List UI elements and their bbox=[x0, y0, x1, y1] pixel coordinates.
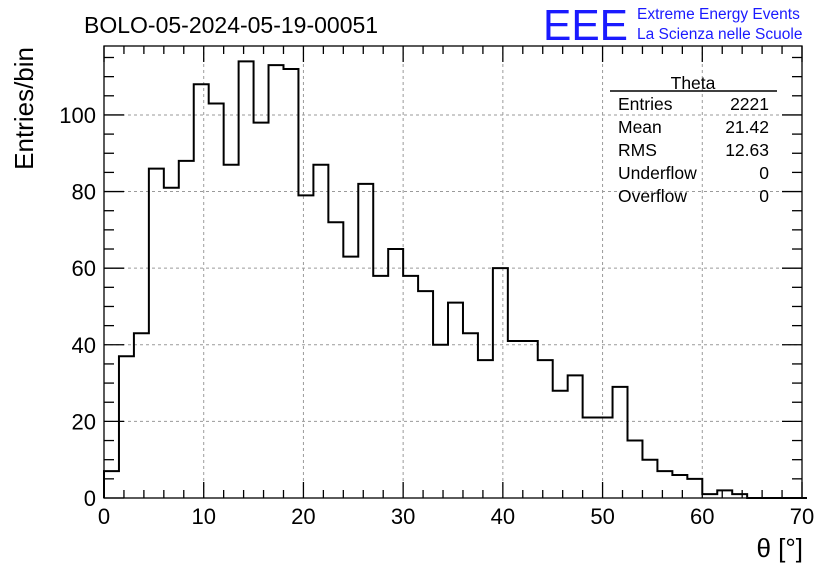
y-tick-label: 40 bbox=[72, 333, 96, 358]
stats-title: Theta bbox=[671, 73, 716, 93]
y-axis-label: Entries/bin bbox=[9, 47, 39, 170]
stats-row-label: Mean bbox=[618, 117, 662, 137]
stats-row-label: Overflow bbox=[618, 186, 687, 206]
y-tick-labels: 0 20 40 60 80 100 bbox=[59, 103, 96, 511]
stats-row-value: 21.42 bbox=[725, 117, 769, 137]
x-tick-label: 50 bbox=[590, 504, 614, 529]
grid-lines bbox=[104, 46, 802, 498]
eee-logo-line1: Extreme Energy Events bbox=[637, 6, 800, 23]
x-tick-label: 40 bbox=[491, 504, 515, 529]
stats-row-value: 2221 bbox=[730, 94, 769, 114]
eee-logo-line2: La Scienza nelle Scuole bbox=[637, 26, 802, 43]
x-tick-label: 10 bbox=[191, 504, 215, 529]
y-tick-label: 0 bbox=[84, 486, 96, 511]
y-tick-label: 80 bbox=[72, 180, 96, 205]
eee-logo-mark: EEE bbox=[543, 1, 628, 50]
x-tick-label: 0 bbox=[98, 504, 110, 529]
stats-row-value: 12.63 bbox=[725, 140, 769, 160]
plot-frame bbox=[103, 45, 803, 499]
y-tick-label: 60 bbox=[72, 256, 96, 281]
y-tick-label: 100 bbox=[59, 103, 96, 128]
stats-box: Theta Entries 2221 Mean 21.42 RMS 12.63 Underf… bbox=[610, 73, 777, 206]
run-title: BOLO-05-2024-05-19-00051 bbox=[84, 12, 378, 38]
axis-ticks bbox=[103, 46, 803, 499]
y-tick-label: 20 bbox=[72, 409, 96, 434]
x-tick-label: 70 bbox=[790, 504, 814, 529]
stats-row-label: Underflow bbox=[618, 163, 697, 183]
x-tick-label: 20 bbox=[291, 504, 315, 529]
stats-rows: Entries 2221 Mean 21.42 RMS 12.63 Underflow 0 Ov… bbox=[618, 94, 769, 206]
stats-row-value: 0 bbox=[759, 186, 769, 206]
x-axis-label: θ [°] bbox=[756, 533, 803, 563]
x-tick-labels: 0 10 20 30 40 50 60 70 bbox=[98, 504, 814, 529]
x-tick-label: 30 bbox=[391, 504, 415, 529]
eee-logo: EEE Extreme Energy Events La Scienza nel… bbox=[543, 1, 802, 50]
x-tick-label: 60 bbox=[690, 504, 714, 529]
stats-row-value: 0 bbox=[759, 163, 769, 183]
histogram-outline bbox=[103, 60, 807, 499]
stats-row-label: Entries bbox=[618, 94, 673, 114]
stats-row-label: RMS bbox=[618, 140, 657, 160]
